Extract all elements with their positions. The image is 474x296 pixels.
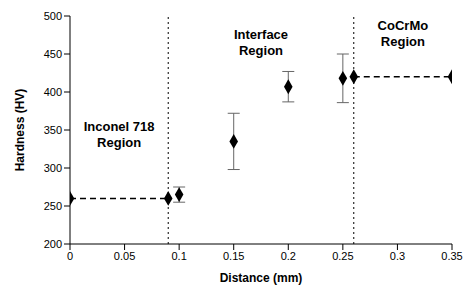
- svg-text:450: 450: [44, 48, 62, 60]
- svg-text:250: 250: [44, 200, 62, 212]
- svg-text:0.2: 0.2: [281, 250, 296, 262]
- svg-text:400: 400: [44, 86, 62, 98]
- svg-text:0.35: 0.35: [441, 250, 462, 262]
- svg-text:0.1: 0.1: [171, 250, 186, 262]
- svg-text:200: 200: [44, 238, 62, 250]
- svg-text:Distance (mm): Distance (mm): [220, 271, 303, 285]
- svg-text:350: 350: [44, 124, 62, 136]
- svg-text:CoCrMoRegion: CoCrMoRegion: [378, 18, 429, 49]
- svg-text:0: 0: [67, 250, 73, 262]
- svg-text:Inconel 718Region: Inconel 718Region: [84, 119, 155, 150]
- svg-text:0.3: 0.3: [390, 250, 405, 262]
- svg-text:0.05: 0.05: [114, 250, 135, 262]
- svg-text:0.25: 0.25: [332, 250, 353, 262]
- svg-text:Hardness (HV): Hardness (HV): [13, 89, 27, 172]
- svg-text:InterfaceRegion: InterfaceRegion: [234, 27, 288, 58]
- svg-text:300: 300: [44, 162, 62, 174]
- svg-text:0.15: 0.15: [223, 250, 244, 262]
- svg-text:500: 500: [44, 10, 62, 22]
